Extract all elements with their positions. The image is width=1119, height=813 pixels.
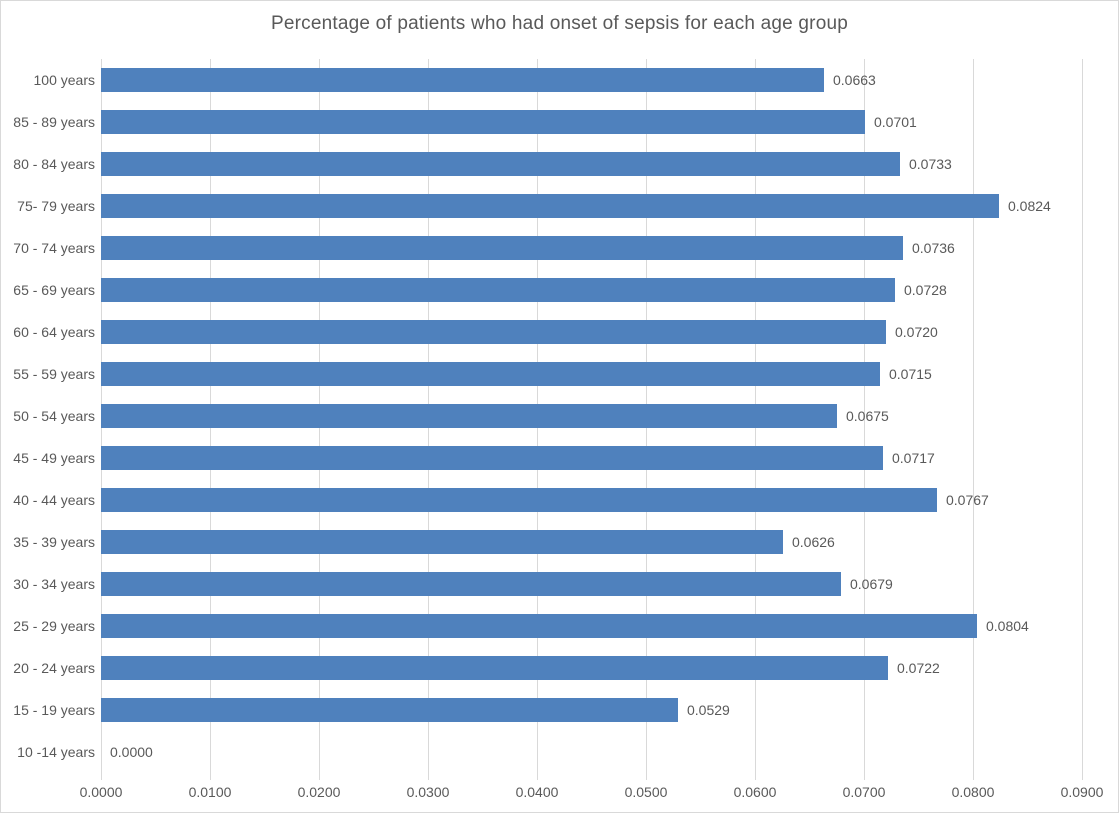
y-axis-category-label: 70 - 74 years xyxy=(13,240,95,256)
y-axis-category-label: 60 - 64 years xyxy=(13,324,95,340)
x-axis-tick-label: 0.0500 xyxy=(624,784,668,800)
bar-value-label: 0.0529 xyxy=(687,702,730,718)
y-axis-category-label: 40 - 44 years xyxy=(13,492,95,508)
axis-tick xyxy=(537,773,538,780)
bar xyxy=(101,404,837,428)
y-axis-category-label: 30 - 34 years xyxy=(13,576,95,592)
gridline xyxy=(1082,59,1083,773)
y-axis-category-label: 50 - 54 years xyxy=(13,408,95,424)
y-axis-category-label: 55 - 59 years xyxy=(13,366,95,382)
bar-value-label: 0.0701 xyxy=(874,114,917,130)
bar-value-label: 0.0728 xyxy=(904,282,947,298)
bar xyxy=(101,68,824,92)
y-axis-category-label: 80 - 84 years xyxy=(13,156,95,172)
axis-tick xyxy=(864,773,865,780)
bar xyxy=(101,110,865,134)
bar xyxy=(101,530,783,554)
x-axis-tick-label: 0.0700 xyxy=(842,784,886,800)
bar-value-label: 0.0733 xyxy=(909,156,952,172)
gridline xyxy=(973,59,974,773)
bar-value-label: 0.0736 xyxy=(912,240,955,256)
y-axis-category-label: 10 -14 years xyxy=(17,744,95,760)
bar-value-label: 0.0722 xyxy=(897,660,940,676)
x-axis-tick-label: 0.0300 xyxy=(406,784,450,800)
bar-value-label: 0.0626 xyxy=(792,534,835,550)
y-axis-labels: 100 years 85 - 89 years 80 - 84 years 75- 7… xyxy=(1,59,95,773)
y-axis-category-label: 45 - 49 years xyxy=(13,450,95,466)
bar xyxy=(101,152,900,176)
y-axis-category-label: 20 - 24 years xyxy=(13,660,95,676)
bar xyxy=(101,614,977,638)
axis-tick xyxy=(646,773,647,780)
x-axis-tick-label: 0.0200 xyxy=(297,784,341,800)
bar xyxy=(101,236,903,260)
x-axis-tick-label: 0.0100 xyxy=(188,784,232,800)
x-axis-tick-label: 0.0400 xyxy=(515,784,559,800)
bar-value-label: 0.0000 xyxy=(110,744,153,760)
axis-tick xyxy=(210,773,211,780)
axis-tick xyxy=(973,773,974,780)
bar-value-label: 0.0767 xyxy=(946,492,989,508)
axis-tick xyxy=(428,773,429,780)
x-axis-tick-label: 0.0600 xyxy=(733,784,777,800)
axis-tick xyxy=(319,773,320,780)
bar-value-label: 0.0675 xyxy=(846,408,889,424)
axis-tick xyxy=(1082,773,1083,780)
bar xyxy=(101,278,895,302)
y-axis-category-label: 35 - 39 years xyxy=(13,534,95,550)
y-axis-category-label: 100 years xyxy=(33,72,95,88)
x-axis-tick-label: 0.0900 xyxy=(1060,784,1104,800)
bar xyxy=(101,698,678,722)
y-axis-category-label: 85 - 89 years xyxy=(13,114,95,130)
bar xyxy=(101,488,937,512)
bar xyxy=(101,572,841,596)
bar-value-label: 0.0804 xyxy=(986,618,1029,634)
x-axis-tick-label: 0.0800 xyxy=(951,784,995,800)
bar-value-label: 0.0720 xyxy=(895,324,938,340)
bar-value-label: 0.0824 xyxy=(1008,198,1051,214)
x-axis-tick-label: 0.0000 xyxy=(79,784,123,800)
bar xyxy=(101,362,880,386)
bar xyxy=(101,320,886,344)
bar xyxy=(101,194,999,218)
axis-tick xyxy=(101,773,102,780)
y-axis-category-label: 65 - 69 years xyxy=(13,282,95,298)
axis-tick xyxy=(755,773,756,780)
bar-value-label: 0.0679 xyxy=(850,576,893,592)
y-axis-category-label: 25 - 29 years xyxy=(13,618,95,634)
chart-title: Percentage of patients who had onset of … xyxy=(270,13,849,34)
bar-value-label: 0.0715 xyxy=(889,366,932,382)
y-axis-category-label: 15 - 19 years xyxy=(13,702,95,718)
bar xyxy=(101,446,883,470)
bar xyxy=(101,656,888,680)
bar-value-label: 0.0663 xyxy=(833,72,876,88)
gridline xyxy=(864,59,865,773)
plot-area: 0.0663 0.0701 0.0733 0.0824 0.0736 0.0728 0.07… xyxy=(101,59,1083,773)
bar-value-label: 0.0717 xyxy=(892,450,935,466)
y-axis-category-label: 75- 79 years xyxy=(17,198,95,214)
